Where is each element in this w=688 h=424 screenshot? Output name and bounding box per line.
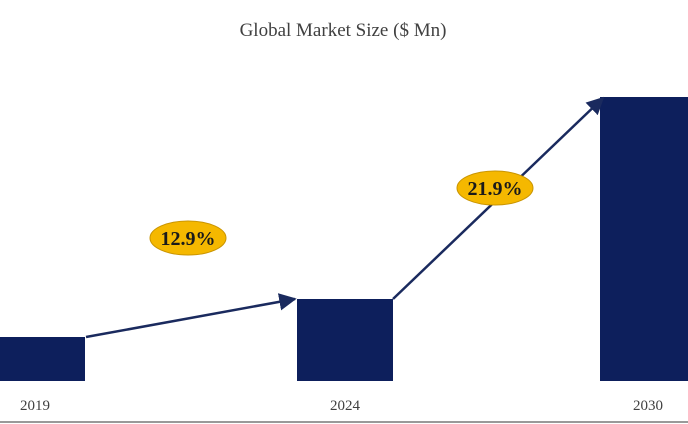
bar-2030 bbox=[600, 97, 688, 381]
cagr-badge-2019-2024 bbox=[149, 220, 227, 256]
bar-2024 bbox=[297, 299, 393, 381]
bars-layer bbox=[0, 97, 688, 381]
cagr-badge-2024-2030 bbox=[456, 170, 534, 206]
x-tick-label-2019: 2019 bbox=[20, 398, 50, 414]
growth-badges-layer: 12.9% 21.9% bbox=[149, 170, 534, 256]
cagr-label-2024-2030: 21.9% bbox=[468, 178, 523, 200]
x-axis-ticks: 2019 2024 2030 bbox=[20, 398, 663, 414]
x-tick-label-2024: 2024 bbox=[330, 398, 361, 414]
cagr-label-2019-2024: 12.9% bbox=[161, 228, 216, 250]
bar-2019 bbox=[0, 337, 85, 381]
x-tick-label-2030: 2030 bbox=[633, 398, 663, 414]
chart-title: Global Market Size ($ Mn) bbox=[240, 20, 447, 41]
growth-arrow-2019-2024 bbox=[85, 293, 297, 339]
